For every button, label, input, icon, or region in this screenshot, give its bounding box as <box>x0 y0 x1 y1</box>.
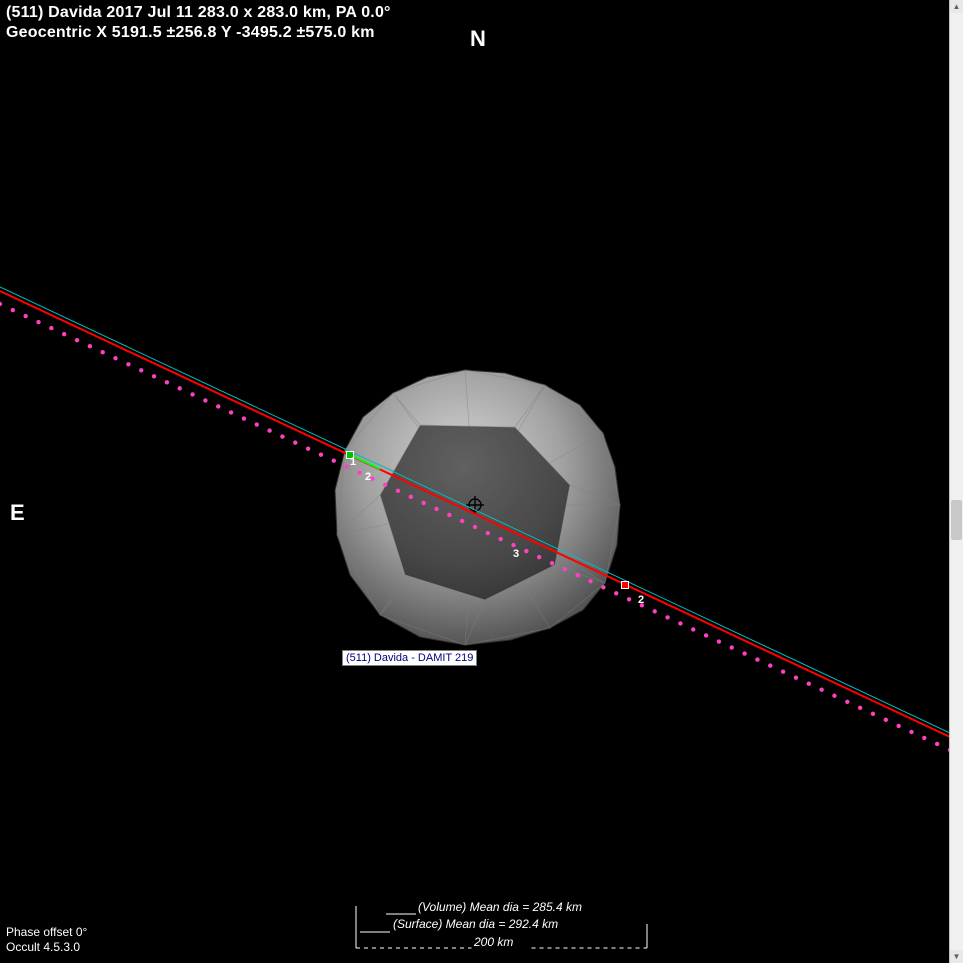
scale-bar-label: 200 km <box>474 935 513 949</box>
vertical-scrollbar[interactable]: ▲ ▼ <box>949 0 963 963</box>
chord-number: 2 <box>638 594 644 606</box>
header-line2: Geocentric X 5191.5 ±256.8 Y -3495.2 ±57… <box>6 24 375 42</box>
scale-bar <box>0 0 950 963</box>
compass-east: E <box>10 500 25 526</box>
scroll-up-button[interactable]: ▲ <box>950 0 963 13</box>
model-label: (511) Davida - DAMIT 219 <box>342 650 477 666</box>
chord-number: 1 <box>350 456 356 468</box>
header-line1: (511) Davida 2017 Jul 11 283.0 x 283.0 k… <box>6 4 391 22</box>
app-version-label: Occult 4.5.3.0 <box>6 940 80 954</box>
scroll-down-button[interactable]: ▼ <box>950 950 963 963</box>
surface-dia-label: (Surface) Mean dia = 292.4 km <box>393 917 558 931</box>
chord-number: 3 <box>513 548 519 560</box>
scrollbar-thumb[interactable] <box>951 500 962 540</box>
occultation-canvas: (511) Davida 2017 Jul 11 283.0 x 283.0 k… <box>0 0 950 963</box>
compass-north: N <box>470 26 486 52</box>
chord-number: 2 <box>365 471 371 483</box>
volume-dia-label: (Volume) Mean dia = 285.4 km <box>418 900 582 914</box>
phase-offset-label: Phase offset 0° <box>6 925 87 939</box>
